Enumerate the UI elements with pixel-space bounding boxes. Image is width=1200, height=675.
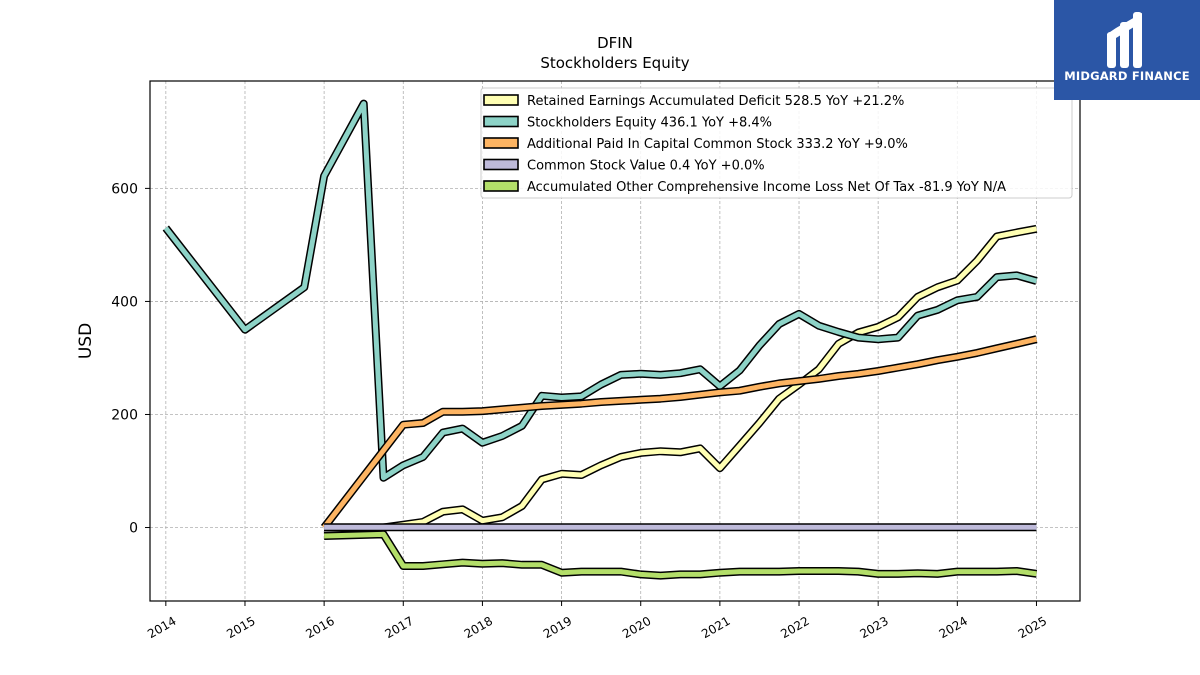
series-outline — [323, 530, 1038, 580]
legend-label: Accumulated Other Comprehensive Income L… — [527, 180, 1006, 195]
legend-swatch — [483, 94, 519, 106]
series-stroke — [324, 531, 1037, 579]
plot-frame — [149, 80, 1081, 602]
legend-item: Accumulated Other Comprehensive Income L… — [483, 180, 1006, 195]
legend-item: Retained Earnings Accumulated Deficit 52… — [483, 94, 904, 109]
series-lines — [162, 99, 1038, 580]
legend-label: Stockholders Equity 436.1 YoY +8.4% — [527, 116, 772, 131]
series-outline — [324, 224, 1038, 532]
y-tick-label: 600 — [111, 181, 138, 197]
x-tick-label: 2022 — [778, 614, 811, 641]
legend-swatch — [483, 180, 519, 192]
x-axis: 2014 2015 2016 2017 2018 2019 2020 2021 2022 2023… — [145, 601, 1049, 641]
chart-title: DFIN — [597, 34, 633, 52]
legend-item: Additional Paid In Capital Common Stock … — [483, 137, 908, 152]
y-tick-label: 200 — [111, 407, 138, 423]
x-tick-label: 2015 — [224, 614, 257, 641]
series-line — [323, 530, 1038, 580]
series-stroke — [322, 336, 1038, 530]
x-tick-label: 2018 — [462, 614, 495, 641]
x-tick-label: 2019 — [541, 614, 574, 641]
legend-swatch — [483, 115, 519, 128]
x-tick-label: 2017 — [383, 614, 416, 641]
brand-logo: MIDGARD FINANCE — [1054, 0, 1200, 100]
legend-box — [480, 87, 1073, 199]
y-axis-label: USD — [76, 323, 96, 359]
legend-label: Retained Earnings Accumulated Deficit 52… — [527, 94, 904, 109]
series-line — [320, 335, 1038, 530]
y-tick-label: 0 — [129, 521, 138, 537]
legend: Retained Earnings Accumulated Deficit 52… — [480, 87, 1073, 199]
x-tick-label: 2025 — [1016, 614, 1049, 641]
series-outline — [320, 335, 1038, 530]
legend-label: Common Stock Value 0.4 YoY +0.0% — [527, 159, 765, 174]
legend-label: Additional Paid In Capital Common Stock … — [527, 137, 908, 152]
legend-item: Stockholders Equity 436.1 YoY +8.4% — [483, 115, 772, 131]
series-line — [324, 224, 1038, 532]
chart-subtitle: Stockholders Equity — [540, 54, 689, 72]
y-tick-label: 400 — [111, 294, 138, 310]
legend-item: Common Stock Value 0.4 YoY +0.0% — [483, 158, 765, 174]
x-tick-label: 2023 — [857, 614, 890, 641]
x-tick-label: 2020 — [620, 614, 653, 641]
x-tick-label: 2021 — [699, 614, 732, 641]
series-stroke — [324, 226, 1037, 530]
x-tick-label: 2024 — [937, 614, 970, 641]
logo-mark-icon — [1107, 12, 1142, 68]
brand-name: MIDGARD FINANCE — [1064, 69, 1190, 83]
legend-swatch — [483, 137, 519, 149]
x-tick-label: 2014 — [145, 614, 178, 641]
x-tick-label: 2016 — [303, 614, 336, 641]
series-line — [162, 99, 1038, 482]
y-axis: 0 200 400 600 — [111, 181, 150, 537]
legend-swatch — [483, 158, 519, 171]
series-stroke — [163, 101, 1038, 481]
